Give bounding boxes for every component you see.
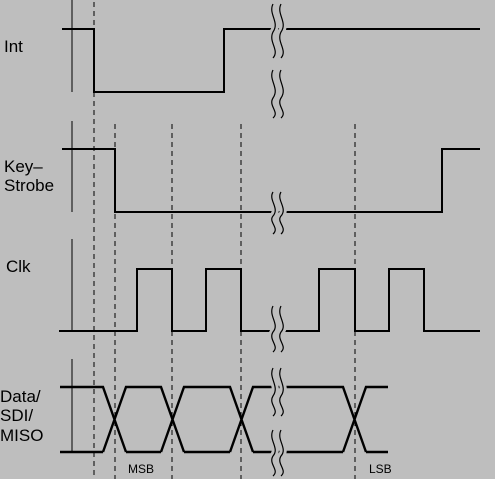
time-break-data-lower-icon <box>271 429 284 477</box>
time-break-int-upper-icon <box>271 3 284 59</box>
time-break-strobe-icon <box>271 191 284 235</box>
data-waveform <box>60 385 388 454</box>
int-label: Int <box>4 37 23 56</box>
data-label-line-3: MISO <box>0 426 43 445</box>
time-break-clk <box>268 304 287 355</box>
time-break-int-lower-icon <box>271 69 284 119</box>
data-label-line-1: Data/ <box>0 387 41 406</box>
time-break-markers <box>268 2 287 479</box>
int-waveform <box>62 28 480 93</box>
lsb-label: LSB <box>369 462 392 476</box>
timing-guides <box>93 2 356 479</box>
time-break-data-upper-icon <box>271 367 284 417</box>
time-break-clk-icon <box>271 305 284 353</box>
msb-label: MSB <box>128 462 154 476</box>
time-break-int <box>268 2 287 121</box>
data-label-line-2: SDI/ <box>0 406 33 425</box>
time-break-strobe <box>268 190 287 237</box>
clk-waveform <box>59 268 480 332</box>
key-strobe-label-line-1: Key– <box>4 157 43 176</box>
key-strobe-label-line-2: Strobe <box>4 176 54 195</box>
data-high-rail <box>60 385 388 453</box>
clk-label: Clk <box>6 257 31 276</box>
time-break-data <box>268 366 287 479</box>
